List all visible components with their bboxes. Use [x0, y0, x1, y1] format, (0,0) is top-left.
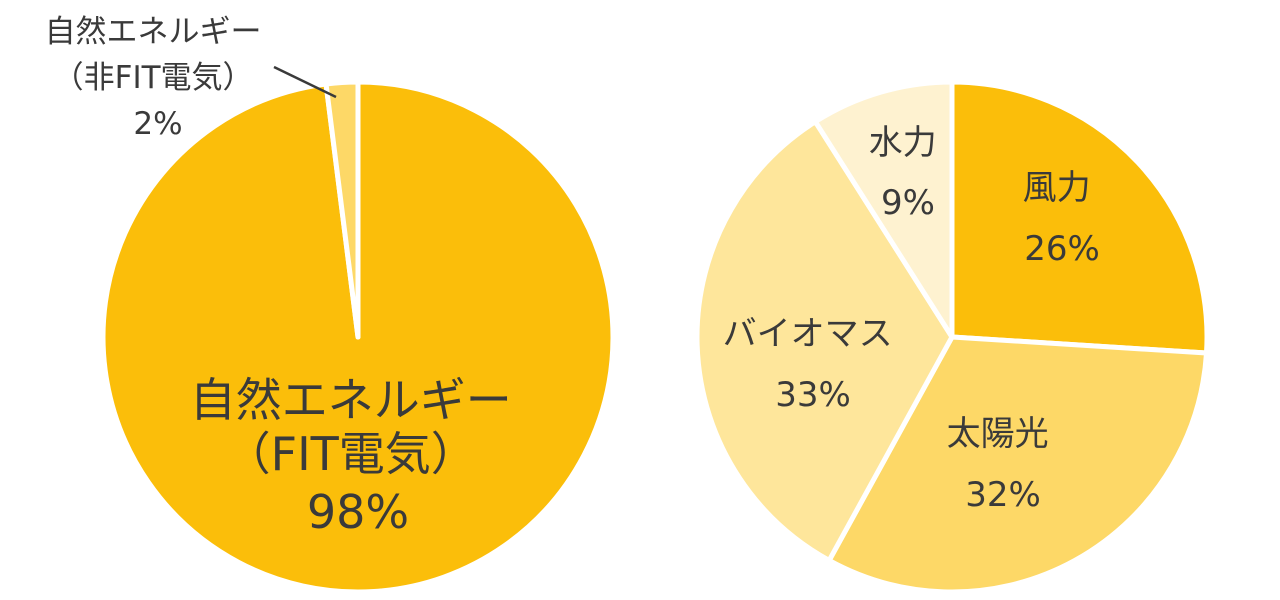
slice-label-biomass-percent: 33%	[775, 375, 851, 415]
slice-label-fit-line1: 自然エネルギー	[190, 373, 512, 427]
slice-label-fit: 自然エネルギー （FIT電気） 98%	[190, 373, 527, 539]
pie-slice-biomass	[694, 119, 955, 563]
slice-label-biomass-name: バイオマス	[723, 314, 893, 354]
slice-label-solar: 太陽光 32%	[947, 414, 1060, 515]
slice-label-hydro: 水力 9%	[869, 123, 948, 223]
callout-leader-line	[273, 65, 337, 99]
slice-label-non-fit-percent: 2%	[133, 106, 182, 142]
energy-source-pie-chart: 風力 26% 太陽光 32% バイオマス 33% 水力 9%	[694, 79, 1210, 595]
pie-slice-wind	[949, 79, 1210, 356]
slice-label-non-fit-line1: 自然エネルギー	[45, 14, 262, 50]
slice-label-non-fit: 自然エネルギー （非FIT電気） 2%	[45, 14, 272, 142]
fit-ratio-pie-chart: 自然エネルギー （FIT電気） 98% 自然エネルギー （非FIT電気） 2%	[45, 14, 616, 595]
pie-slice-solar	[826, 334, 1209, 595]
pie-slice-hydro	[812, 79, 955, 340]
slice-label-hydro-percent: 9%	[881, 183, 935, 223]
slice-label-solar-percent: 32%	[965, 475, 1041, 515]
slice-label-hydro-name: 水力	[869, 123, 937, 163]
slice-label-wind-percent: 26%	[1024, 229, 1100, 269]
slice-label-non-fit-line2: （非FIT電気）	[53, 60, 254, 96]
slice-label-wind: 風力 26%	[1023, 168, 1102, 269]
pie-slice-non-fit	[323, 79, 361, 340]
slice-label-biomass: バイオマス 33%	[723, 314, 904, 415]
slice-label-fit-line2: （FIT電気）	[225, 427, 477, 481]
slice-label-fit-percent: 98%	[307, 485, 409, 539]
slice-label-solar-name: 太陽光	[947, 414, 1049, 454]
slice-label-wind-name: 風力	[1023, 168, 1091, 208]
